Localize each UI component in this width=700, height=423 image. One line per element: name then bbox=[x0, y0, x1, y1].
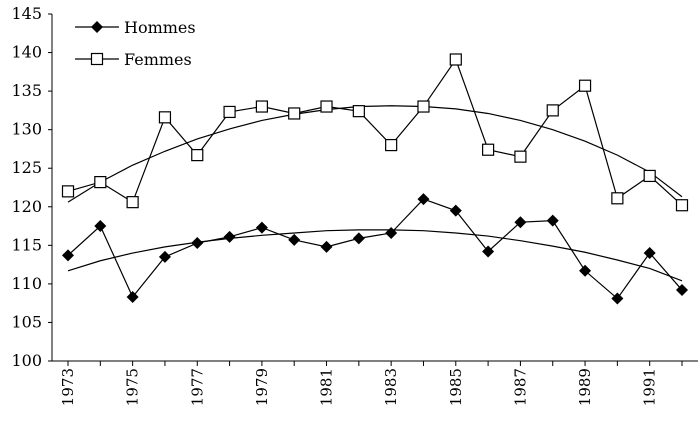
y-tick-label: 135 bbox=[11, 81, 42, 100]
y-tick-group: 100 105 110 115 120 125 130 135 140 145 bbox=[11, 4, 52, 370]
data-point-femmes bbox=[546, 104, 559, 117]
data-point-hommes bbox=[62, 249, 74, 262]
legend: Hommes Femmes bbox=[75, 18, 196, 69]
data-point-femmes bbox=[385, 138, 398, 152]
data-point-hommes bbox=[385, 226, 398, 239]
x-tick-label: 1985 bbox=[447, 368, 465, 406]
data-point-femmes bbox=[94, 176, 107, 189]
y-tick-label: 140 bbox=[11, 43, 42, 62]
data-point-hommes bbox=[514, 216, 527, 229]
x-axis: 1973 1975 1977 1979 1981 1983 1985 1987 1989 1991 bbox=[52, 360, 698, 406]
data-point-hommes bbox=[676, 284, 688, 297]
y-tick-label: 145 bbox=[11, 4, 42, 23]
trend-lines bbox=[67, 105, 683, 282]
x-tick-label: 1989 bbox=[576, 368, 594, 406]
data-point-femmes bbox=[675, 199, 689, 212]
data-point-femmes bbox=[288, 107, 301, 120]
y-tick-label: 130 bbox=[11, 120, 42, 139]
y-tick-label: 100 bbox=[11, 351, 42, 370]
x-tick-label: 1991 bbox=[641, 368, 659, 406]
data-point-femmes bbox=[449, 53, 462, 66]
data-point-hommes bbox=[482, 245, 495, 258]
y-tick-label: 125 bbox=[11, 158, 42, 177]
series-lines bbox=[67, 58, 683, 300]
data-point-femmes bbox=[255, 100, 268, 113]
data-point-femmes bbox=[191, 149, 204, 162]
data-point-femmes bbox=[320, 100, 333, 113]
data-point-femmes bbox=[578, 79, 592, 92]
data-point-hommes bbox=[158, 250, 171, 263]
data-point-hommes bbox=[611, 292, 624, 305]
data-point-hommes bbox=[223, 230, 236, 243]
data-point-femmes bbox=[611, 192, 624, 205]
data-point-femmes bbox=[482, 143, 495, 156]
data-point-hommes bbox=[191, 237, 204, 250]
x-tick-label: 1977 bbox=[188, 368, 206, 406]
x-tick-label: 1979 bbox=[253, 368, 271, 406]
y-tick-label: 110 bbox=[11, 274, 42, 293]
data-point-femmes bbox=[352, 105, 365, 118]
y-axis: 100 105 110 115 120 125 130 135 140 145 bbox=[11, 4, 53, 370]
data-point-femmes bbox=[223, 105, 236, 119]
legend-label-hommes: Hommes bbox=[124, 18, 196, 37]
legend-marker-femmes bbox=[90, 52, 104, 66]
series-markers bbox=[61, 53, 689, 305]
data-point-hommes bbox=[449, 204, 462, 217]
data-point-hommes bbox=[288, 233, 301, 246]
data-point-hommes bbox=[546, 214, 559, 227]
legend-label-femmes: Femmes bbox=[124, 50, 192, 69]
data-point-hommes bbox=[643, 247, 656, 260]
data-point-femmes bbox=[417, 100, 430, 113]
data-point-femmes bbox=[158, 111, 172, 124]
legend-item-femmes: Femmes bbox=[75, 50, 192, 69]
x-tick-label: 1987 bbox=[511, 368, 529, 406]
x-tick-label: 1973 bbox=[59, 368, 77, 406]
data-point-hommes bbox=[352, 232, 365, 245]
data-point-hommes bbox=[417, 193, 430, 206]
data-point-hommes bbox=[126, 290, 139, 303]
y-tick-label: 115 bbox=[11, 235, 42, 254]
x-tick-group: 1973 1975 1977 1979 1981 1983 1985 1987 1989 1991 bbox=[59, 361, 683, 406]
data-point-hommes bbox=[320, 240, 333, 253]
data-point-hommes bbox=[255, 221, 268, 234]
data-point-femmes bbox=[514, 150, 527, 163]
data-point-femmes bbox=[643, 169, 656, 183]
data-point-femmes bbox=[126, 196, 139, 209]
x-tick-label: 1983 bbox=[382, 368, 400, 406]
y-tick-label: 105 bbox=[11, 312, 42, 331]
legend-item-hommes: Hommes bbox=[75, 18, 196, 37]
x-tick-label: 1975 bbox=[124, 368, 142, 406]
data-point-femmes bbox=[61, 185, 75, 198]
y-tick-label: 120 bbox=[11, 197, 42, 216]
legend-marker-hommes bbox=[91, 21, 103, 33]
trend-line-femmes bbox=[67, 105, 683, 203]
trend-line-hommes bbox=[67, 229, 683, 282]
data-point-hommes bbox=[579, 264, 592, 277]
data-point-hommes bbox=[94, 220, 107, 233]
x-tick-label: 1981 bbox=[318, 368, 336, 406]
series-line-hommes bbox=[67, 198, 683, 300]
